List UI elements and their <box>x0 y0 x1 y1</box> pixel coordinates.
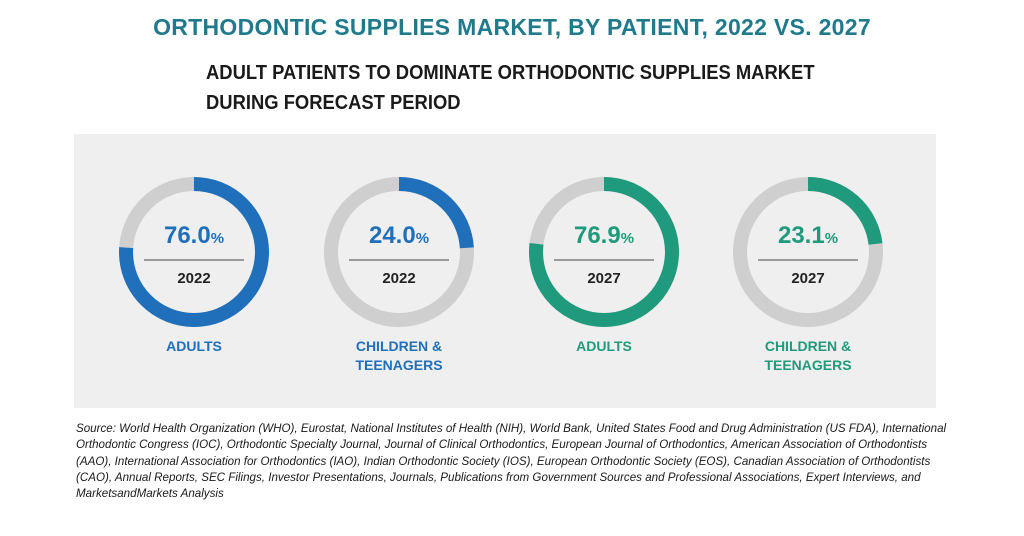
donut-panel: 76.0% 2022 ADULTS 24.0% 2022 CHILDREN & TEENAG… <box>74 134 936 408</box>
donut-chart-2 <box>324 177 474 327</box>
donut-chart-1 <box>119 177 269 327</box>
donut-value-unit: % <box>620 230 635 247</box>
donut-year-label: 2022 <box>382 270 416 287</box>
donut-year-label: 2027 <box>587 270 621 287</box>
donut-value-label: 23.1% <box>738 222 878 250</box>
donut-year-label: 2022 <box>177 270 211 287</box>
chart-title: ORTHODONTIC SUPPLIES MARKET, BY PATIENT,… <box>153 14 871 40</box>
donut-value-unit: % <box>415 230 430 247</box>
chart-subtitle: ADULT PATIENTS TO DOMINATE ORTHODONTIC S… <box>206 62 815 114</box>
donut-slice <box>529 177 679 327</box>
donut-value-label: 76.9% <box>534 222 674 250</box>
donut-value-unit: % <box>210 230 225 247</box>
donut-slice <box>733 177 883 327</box>
donut-category-label: ADULTS <box>576 338 632 354</box>
donut-slice <box>119 177 269 327</box>
donut-divider <box>349 259 449 261</box>
donut-chart-4 <box>733 177 883 327</box>
source-note: Source: World Health Organization (WHO),… <box>76 422 947 501</box>
donut-category-label: CHILDREN & TEENAGERS <box>355 338 443 373</box>
donut-value-label: 76.0% <box>124 222 264 250</box>
donut-slice <box>324 177 474 327</box>
donut-value-number: 76.9 <box>573 222 621 249</box>
donut-value-number: 24.0 <box>368 222 416 249</box>
donut-value-number: 23.1 <box>777 222 825 249</box>
donut-value-number: 76.0 <box>163 222 211 249</box>
donut-value-label: 24.0% <box>329 222 469 250</box>
donut-divider <box>144 259 244 261</box>
donut-divider <box>758 259 858 261</box>
donut-category-label: ADULTS <box>166 338 222 354</box>
donut-value-unit: % <box>824 230 839 247</box>
donut-divider <box>554 259 654 261</box>
donut-year-label: 2027 <box>791 270 825 287</box>
donut-chart-3 <box>529 177 679 327</box>
donut-category-label: CHILDREN & TEENAGERS <box>764 338 852 373</box>
